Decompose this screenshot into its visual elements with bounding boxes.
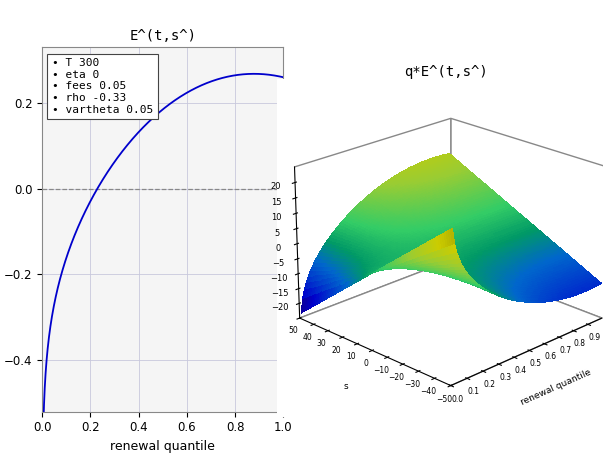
Text: • T 300
• eta 0
• fees 0.05
• rho -0.33
• vartheta 0.05: • T 300 • eta 0 • fees 0.05 • rho -0.33 … bbox=[52, 58, 153, 114]
X-axis label: renewal quantile: renewal quantile bbox=[520, 368, 593, 407]
Title: E^(t,s^): E^(t,s^) bbox=[129, 29, 197, 44]
X-axis label: renewal quantile: renewal quantile bbox=[110, 440, 215, 453]
Title: q*E^(t,s^): q*E^(t,s^) bbox=[405, 65, 488, 79]
Y-axis label: s: s bbox=[343, 383, 348, 392]
